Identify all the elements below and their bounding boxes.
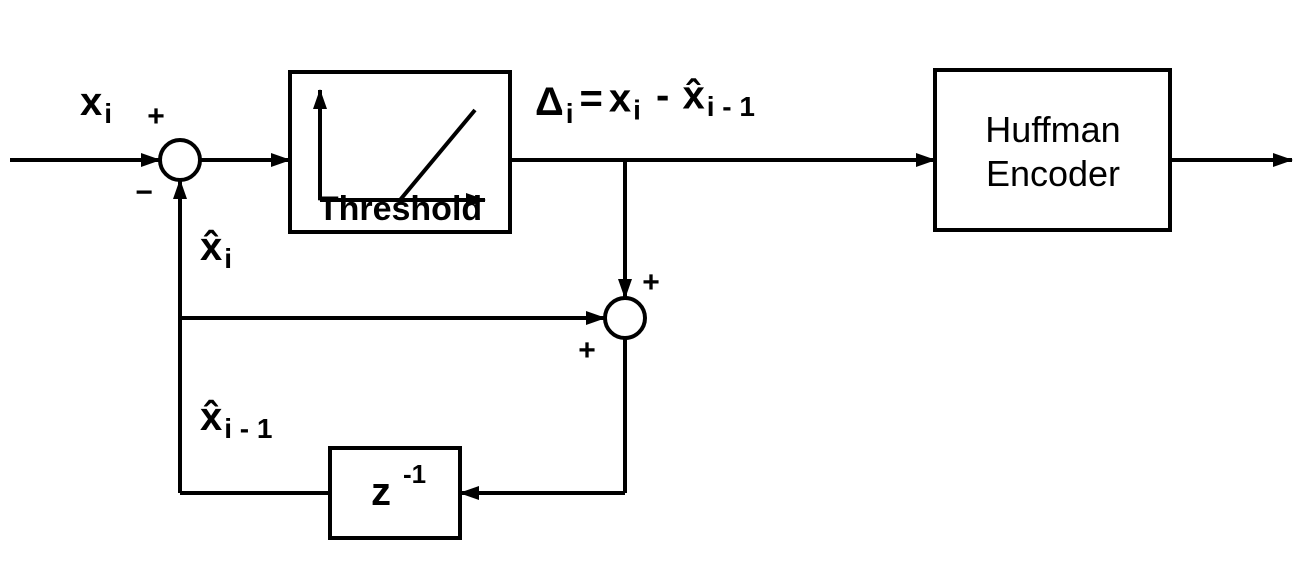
summing-junction-1-sign-0: + [147, 100, 165, 133]
label-xhat-i: x̂i [200, 225, 232, 274]
huffman-encoder-box [935, 70, 1170, 230]
huffman-label-1: Encoder [986, 153, 1120, 194]
summing-junction-2-sign-1: + [578, 334, 596, 367]
huffman-label-0: Huffman [985, 109, 1120, 150]
label-x-i: xi [80, 80, 112, 129]
delay-z: z [371, 470, 391, 514]
summing-junction-1-sign-1: − [135, 176, 153, 209]
summing-junction-1 [160, 140, 200, 180]
summing-junction-2 [605, 298, 645, 338]
threshold-label: Threshold [318, 190, 482, 228]
label-delta-equation: Δi=xi - x̂i - 1 [535, 73, 755, 129]
dpcm-block-diagram: Threshold HuffmanEncoder z -1 + − + + xi x̂i x̂i -… [0, 0, 1302, 564]
delay-exp: -1 [403, 459, 426, 489]
summing-junction-2-sign-0: + [642, 266, 660, 299]
label-xhat-i-minus-1: x̂i - 1 [200, 395, 272, 444]
delay-box [330, 448, 460, 538]
diagram-layer: Threshold HuffmanEncoder z -1 + − + + xi x̂i x̂i -… [10, 70, 1292, 538]
